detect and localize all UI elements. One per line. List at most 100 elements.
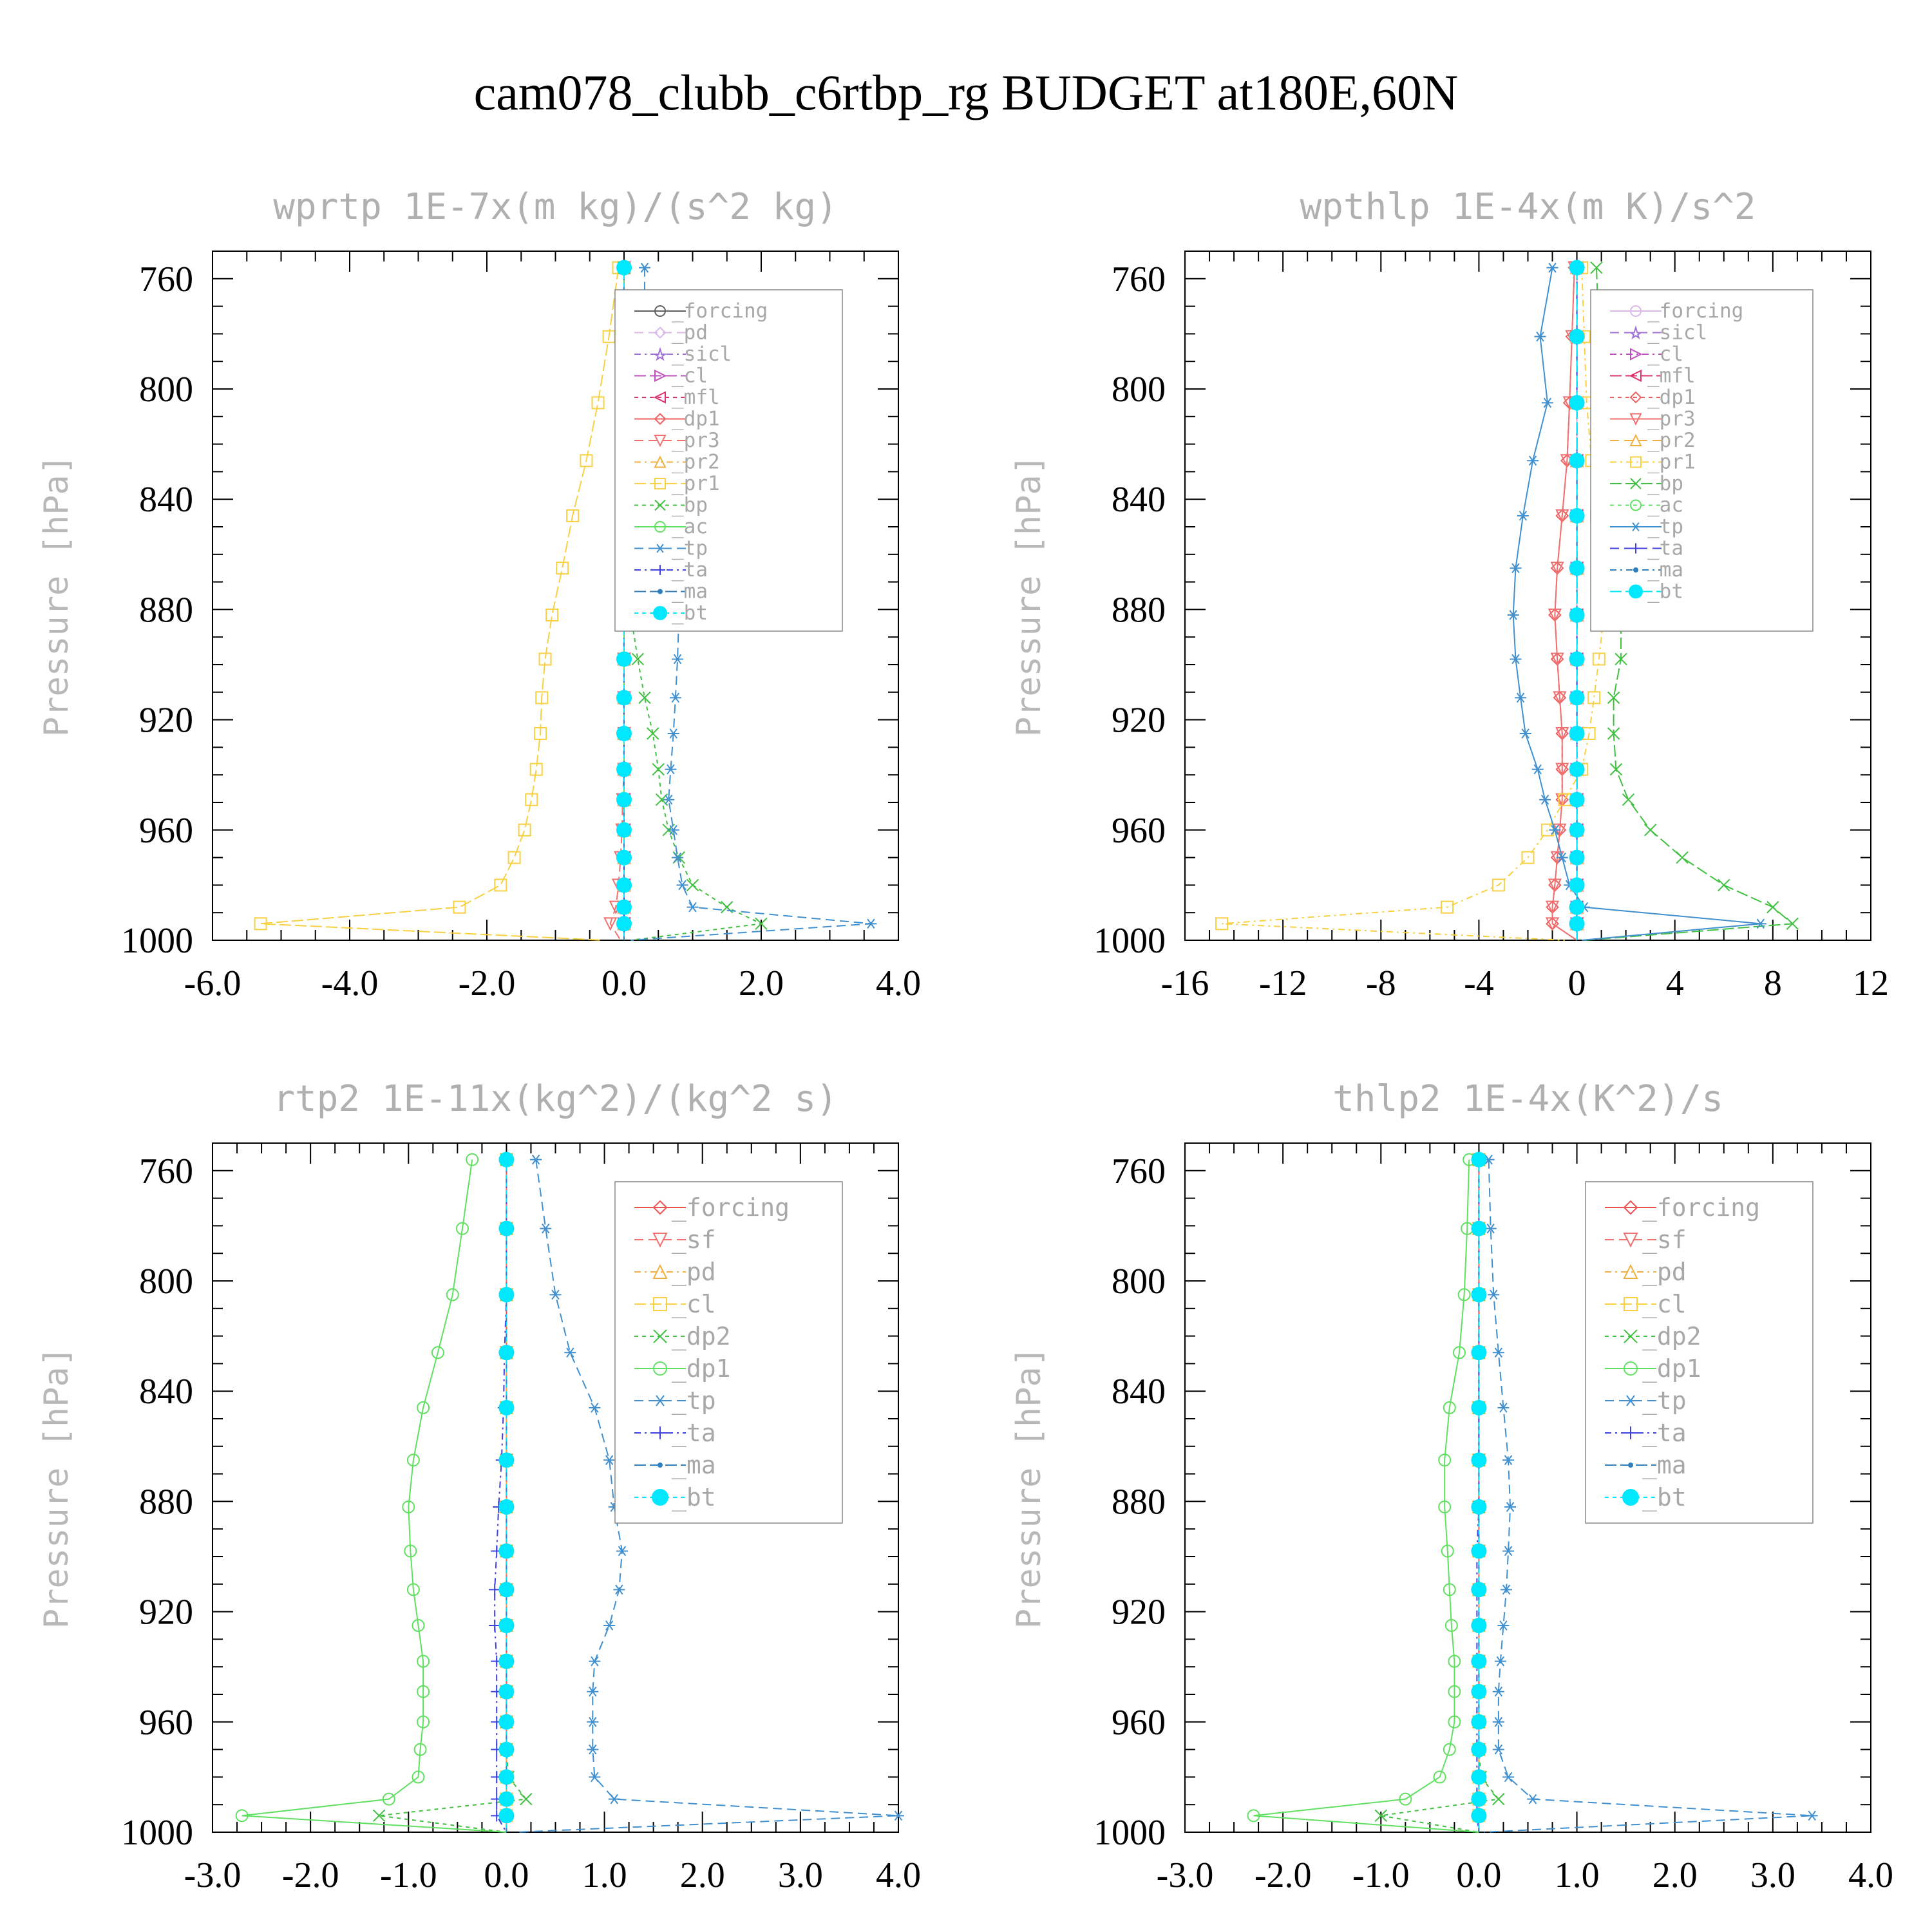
data-point: [498, 1714, 515, 1730]
legend-label: _sicl: [672, 343, 732, 366]
legend-label: _forcing: [672, 1193, 790, 1222]
data-point: [1555, 509, 1569, 524]
data-point: [616, 260, 632, 276]
data-point: [1569, 849, 1585, 866]
series-line: [623, 267, 764, 941]
data-point: [1510, 654, 1522, 665]
chart-panel-4: thlp2 1E-4x(K^2)/s Pressure [hPa] 760 800 84…: [1010, 1078, 1893, 1895]
x-tick-label: -1.0: [380, 1855, 437, 1895]
data-point: [529, 762, 543, 776]
data-point: [402, 1500, 415, 1513]
x-tick-label: -4.0: [321, 963, 379, 1003]
legend: _forcing_pd_sicl_cl_mfl_dp1_pr3_pr2_pr1_…: [614, 289, 843, 632]
data-point: [1501, 1584, 1513, 1595]
data-point: [1444, 1619, 1458, 1632]
data-point: [1569, 877, 1585, 893]
y-tick-label: 920: [1112, 701, 1166, 741]
data-point: [489, 1620, 501, 1631]
data-point: [1497, 1403, 1510, 1413]
data-point: [616, 849, 632, 866]
data-point: [616, 761, 632, 777]
chart-panel-1: wprtp 1E-7x(m kg)/(s^2 kg) Pressure [hPa]…: [37, 186, 921, 1003]
legend-marker: [652, 346, 668, 361]
legend-marker: [654, 327, 667, 339]
data-point: [1510, 563, 1522, 573]
legend-marker: [1624, 1395, 1637, 1406]
legend-marker: [1624, 1297, 1638, 1311]
legend-label: _mfl: [672, 386, 720, 409]
data-point: [382, 1792, 395, 1806]
legend-label: _pr1: [1647, 451, 1696, 474]
legend-marker: [1631, 522, 1641, 531]
legend-marker: [1628, 1463, 1633, 1468]
data-point: [1569, 761, 1585, 777]
data-point: [235, 1809, 249, 1823]
data-point: [1502, 1546, 1515, 1557]
legend-marker: [1630, 348, 1643, 361]
legend-label: _pr2: [1647, 429, 1696, 452]
legend-label: _cl: [1642, 1290, 1687, 1319]
legend-marker: [654, 1426, 667, 1439]
data-point: [1448, 1685, 1461, 1698]
legend-marker: [653, 1297, 667, 1311]
legend-label: _bp: [1647, 472, 1683, 495]
legend-label: _sf: [672, 1226, 716, 1255]
data-point: [1569, 899, 1585, 915]
legend-marker: [655, 544, 665, 553]
data-point: [1622, 793, 1635, 806]
data-point: [498, 1287, 515, 1303]
y-tick-label: 880: [139, 1482, 193, 1522]
data-point: [1587, 691, 1601, 705]
data-point: [1471, 1543, 1487, 1559]
data-point: [755, 917, 768, 931]
legend-label: _ma: [672, 580, 708, 603]
data-point: [498, 1151, 515, 1168]
data-point: [1471, 1714, 1487, 1730]
data-point: [498, 1618, 515, 1633]
data-point: [538, 652, 552, 666]
legend: _forcing _sf _pd _cl _dp2 _dp1 _tp _ta _ma _bt: [1585, 1181, 1814, 1524]
data-point: [1471, 1345, 1487, 1361]
data-point: [1441, 1544, 1454, 1558]
panel-title: rtp2 1E-11x(kg^2)/(kg^2 s): [273, 1078, 838, 1120]
data-point: [647, 727, 659, 740]
data-point: [406, 1583, 420, 1596]
data-point: [687, 902, 699, 913]
data-point: [589, 1772, 601, 1783]
y-tick-label: 1000: [121, 921, 193, 961]
x-tick-label: 0.0: [1456, 1855, 1501, 1895]
legend-label: _ac: [672, 515, 708, 538]
data-point: [498, 1582, 515, 1598]
legend-label: _tp: [1642, 1387, 1687, 1416]
data-point: [616, 1546, 628, 1557]
data-point: [404, 1544, 417, 1558]
data-point: [413, 1743, 427, 1756]
data-point: [1492, 1792, 1505, 1806]
legend-label: _ma: [1647, 558, 1683, 582]
y-tick-label: 800: [139, 370, 193, 410]
data-point: [580, 454, 593, 468]
x-tick-label: -1.0: [1352, 1855, 1410, 1895]
data-point: [591, 396, 605, 410]
data-point: [1550, 562, 1564, 576]
data-point: [616, 822, 632, 838]
legend-label: _forcing: [672, 299, 768, 323]
legend-label: _tp: [1647, 515, 1683, 538]
series-pr1: [1215, 261, 1611, 941]
legend-label: _pd: [672, 1258, 716, 1287]
data-point: [616, 791, 632, 808]
legend-marker: [655, 565, 665, 575]
series-dp2: [372, 1153, 533, 1833]
legend-marker: [653, 606, 667, 620]
legend-marker: [1630, 305, 1642, 317]
legend-marker: [653, 1361, 667, 1376]
data-point: [498, 1499, 515, 1515]
data-point: [1548, 608, 1562, 623]
legend-label: _dp1: [672, 408, 720, 431]
data-point: [1569, 651, 1585, 667]
legend-marker: [654, 478, 666, 489]
data-point: [1806, 1810, 1818, 1821]
legend: _forcing_sicl_cl_mfl_dp1_pr3_pr2_pr1_bp_…: [1590, 289, 1814, 632]
x-tick-label: -16: [1161, 963, 1209, 1003]
data-point: [1521, 851, 1535, 864]
